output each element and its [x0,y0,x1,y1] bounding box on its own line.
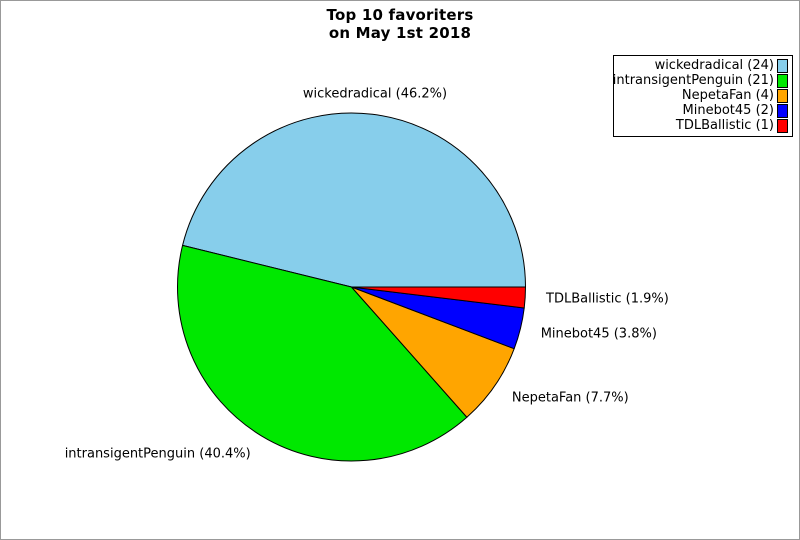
pie-slice-TDLBallistic [351,286,526,309]
legend-item-label: wickedradical (24) [654,58,774,73]
legend-item-label: TDLBallistic (1) [675,118,774,133]
legend-item-NepetaFan: NepetaFan (4) [616,88,788,103]
slice-label-Minebot45: Minebot45 (3.8%) [540,326,657,342]
legend-swatch-Minebot45 [777,103,788,118]
legend-item-Minebot45: Minebot45 (2) [616,103,788,118]
legend-rows: wickedradical (24) intransigentPenguin (2… [612,58,788,133]
legend-item-label: NepetaFan (4) [681,88,774,103]
chart-title: Top 10 favoriters on May 1st 2018 [1,6,799,42]
legend-item-label: Minebot45 (2) [682,103,774,118]
chart-title-line2: on May 1st 2018 [328,24,472,42]
legend-swatch-intransigentPenguin [777,73,788,88]
legend-swatch-NepetaFan [777,88,788,103]
slice-label-TDLBallistic: TDLBallistic (1.9%) [546,291,669,307]
pie-slice-wickedradical [182,112,526,288]
legend-item-wickedradical: wickedradical (24) [616,58,788,73]
legend: wickedradical (24) intransigentPenguin (2… [613,55,793,137]
legend-item-label: intransigentPenguin (21) [612,73,774,88]
legend-item-intransigentPenguin: intransigentPenguin (21) [612,73,788,88]
slice-label-NepetaFan: NepetaFan (7.7%) [511,390,629,406]
legend-swatch-wickedradical [777,58,788,73]
chart-title-line1: Top 10 favoriters [326,6,474,24]
pie-slice-intransigentPenguin [177,244,468,462]
legend-item-TDLBallistic: TDLBallistic (1) [616,118,788,133]
slice-label-wickedradical: wickedradical (46.2%) [302,86,448,101]
slice-label-intransigentPenguin: intransigentPenguin (40.4%) [64,446,251,462]
legend-swatch-TDLBallistic [777,118,788,133]
